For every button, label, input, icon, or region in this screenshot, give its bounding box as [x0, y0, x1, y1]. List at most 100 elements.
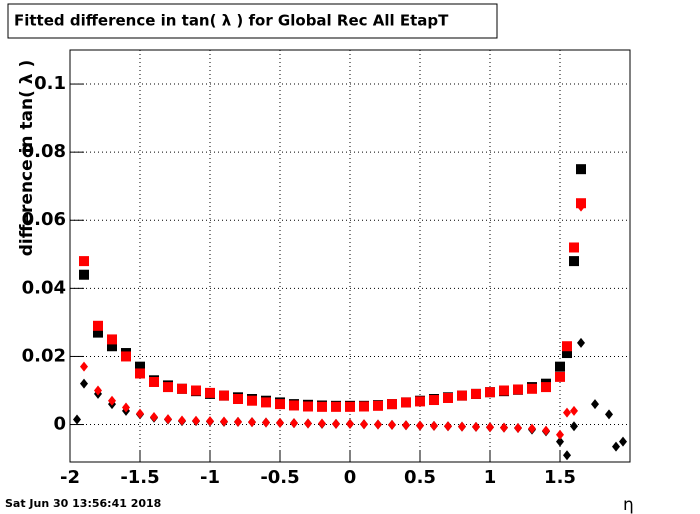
square-marker: [233, 394, 243, 405]
square-marker: [247, 395, 257, 406]
diamond-marker: [178, 415, 186, 426]
square-marker: [177, 383, 187, 394]
square-marker: [317, 401, 327, 412]
square-marker: [359, 401, 369, 412]
x-axis-label: η: [623, 495, 634, 514]
y-tick-label: 0.08: [22, 141, 66, 162]
square-marker: [457, 390, 467, 401]
square-marker: [93, 327, 103, 338]
diamond-marker: [304, 418, 312, 429]
diamond-marker: [500, 422, 508, 433]
diamond-marker: [262, 417, 270, 428]
square-marker: [429, 395, 439, 406]
square-marker: [261, 397, 271, 408]
square-marker: [135, 368, 145, 379]
y-tick-label: 0.04: [22, 277, 66, 298]
diamond-marker: [563, 407, 571, 418]
square-marker: [527, 383, 537, 394]
diamond-marker: [80, 361, 88, 372]
square-marker: [569, 242, 579, 253]
diamond-marker: [563, 450, 571, 461]
diamond-marker: [388, 419, 396, 430]
square-marker: [93, 320, 103, 331]
square-marker: [443, 392, 453, 403]
diamond-marker: [612, 441, 620, 452]
diamond-marker: [444, 421, 452, 432]
diamond-marker: [94, 385, 102, 396]
diamond-marker: [591, 399, 599, 410]
square-marker: [562, 341, 572, 352]
y-tick-label: 0.06: [22, 209, 66, 230]
square-marker: [541, 382, 551, 393]
x-tick-label: 1: [484, 467, 497, 488]
diamond-marker: [73, 414, 81, 425]
diamond-marker: [402, 420, 410, 431]
diamond-marker: [528, 423, 536, 434]
x-tick-label: -1.5: [120, 467, 159, 488]
square-marker: [191, 385, 201, 396]
diamond-marker: [577, 337, 585, 348]
plot-frame: [69, 49, 631, 463]
square-marker: [373, 400, 383, 411]
y-tick-label: 0.02: [22, 345, 66, 366]
diamond-marker: [556, 429, 564, 440]
square-marker: [387, 399, 397, 410]
x-tick-label: 0.5: [404, 467, 436, 488]
diamond-marker: [570, 421, 578, 432]
x-tick-label: 1.5: [544, 467, 576, 488]
diamond-marker: [318, 418, 326, 429]
diamond-marker: [577, 201, 585, 212]
timestamp: Sat Jun 30 13:56:41 2018: [5, 497, 161, 510]
square-marker: [205, 387, 215, 398]
diamond-marker: [570, 405, 578, 416]
diamond-marker: [108, 395, 116, 406]
square-marker: [331, 401, 341, 412]
square-marker: [345, 401, 355, 412]
square-marker: [79, 269, 89, 280]
square-marker: [121, 351, 131, 362]
square-marker: [289, 400, 299, 411]
diamond-marker: [80, 378, 88, 389]
diamond-marker: [619, 436, 627, 447]
square-marker: [219, 390, 229, 401]
square-marker: [513, 384, 523, 395]
diamond-marker: [458, 421, 466, 432]
y-tick-label: 0: [53, 414, 66, 435]
diamond-marker: [416, 420, 424, 431]
diamond-marker: [164, 414, 172, 425]
square-marker: [415, 396, 425, 407]
diamond-marker: [542, 425, 550, 436]
diamond-marker: [192, 415, 200, 426]
square-marker: [107, 334, 117, 345]
diamond-marker: [220, 416, 228, 427]
diamond-marker: [360, 419, 368, 430]
x-tick-label: -1: [200, 467, 220, 488]
diamond-marker: [346, 418, 354, 429]
x-tick-label: -2: [60, 467, 80, 488]
diamond-marker: [556, 436, 564, 447]
diamond-marker: [290, 418, 298, 429]
square-marker: [149, 376, 159, 387]
diamond-marker: [206, 416, 214, 427]
square-marker: [562, 348, 572, 359]
square-marker: [107, 341, 117, 352]
diamond-marker: [122, 402, 130, 413]
square-marker: [485, 387, 495, 398]
square-marker: [135, 361, 145, 372]
x-tick-label: 0: [344, 467, 357, 488]
square-marker: [401, 397, 411, 408]
diamond-marker: [374, 419, 382, 430]
square-marker: [163, 382, 173, 393]
square-marker: [576, 164, 586, 175]
diamond-marker: [150, 412, 158, 423]
square-marker: [555, 371, 565, 382]
diamond-marker: [605, 409, 613, 420]
diamond-marker: [430, 420, 438, 431]
y-tick-label: 0.1: [34, 73, 66, 94]
square-marker: [79, 256, 89, 267]
square-marker: [471, 388, 481, 399]
chart-title: Fitted difference in tan( λ ) for Global…: [14, 12, 449, 30]
square-marker: [499, 385, 509, 396]
